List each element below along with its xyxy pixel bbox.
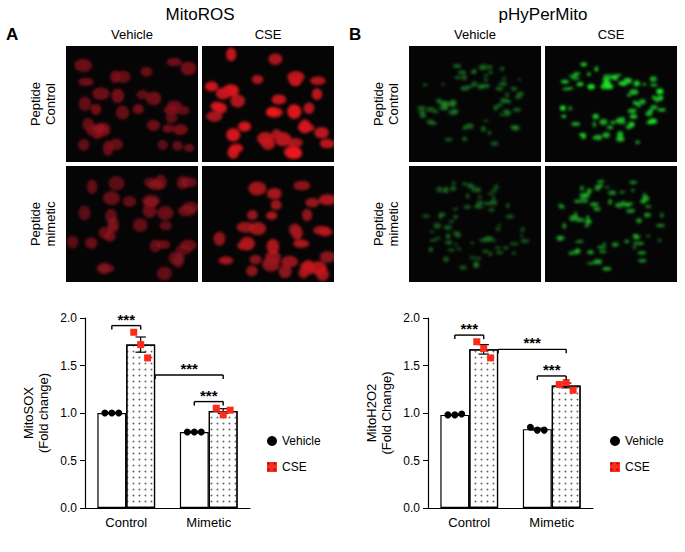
svg-text:PeptideControl: PeptideControl bbox=[371, 82, 401, 126]
svg-text:***: *** bbox=[180, 360, 198, 377]
svg-text:1.0: 1.0 bbox=[60, 406, 77, 420]
svg-text:0.0: 0.0 bbox=[403, 501, 420, 515]
svg-text:CSE: CSE bbox=[255, 27, 282, 42]
svg-text:B: B bbox=[349, 25, 361, 44]
svg-text:2.0: 2.0 bbox=[403, 311, 420, 325]
svg-text:Vehicle: Vehicle bbox=[111, 27, 153, 42]
svg-text:1.0: 1.0 bbox=[403, 406, 420, 420]
svg-text:1.5: 1.5 bbox=[60, 359, 77, 373]
svg-text:Vehicle: Vehicle bbox=[282, 434, 321, 448]
svg-text:MitoROS: MitoROS bbox=[166, 5, 235, 24]
svg-text:***: *** bbox=[523, 334, 541, 351]
svg-text:MitoSOX: MitoSOX bbox=[21, 387, 36, 439]
svg-text:Vehicle: Vehicle bbox=[625, 434, 664, 448]
svg-text:***: *** bbox=[117, 311, 135, 328]
svg-text:***: *** bbox=[543, 361, 561, 378]
svg-text:Vehicle: Vehicle bbox=[454, 27, 496, 42]
svg-text:PeptideControl: PeptideControl bbox=[28, 82, 58, 126]
svg-text:0.5: 0.5 bbox=[403, 454, 420, 468]
svg-text:***: *** bbox=[460, 320, 478, 337]
svg-text:Control: Control bbox=[105, 515, 147, 530]
svg-text:CSE: CSE bbox=[625, 460, 650, 474]
svg-text:pHyPerMito: pHyPerMito bbox=[499, 5, 588, 24]
svg-text:A: A bbox=[6, 25, 18, 44]
svg-text:(Fold change): (Fold change) bbox=[36, 373, 51, 453]
svg-text:Peptidemimetic: Peptidemimetic bbox=[28, 201, 58, 246]
svg-text:1.5: 1.5 bbox=[403, 359, 420, 373]
svg-text:CSE: CSE bbox=[598, 27, 625, 42]
svg-text:(Fold Change): (Fold Change) bbox=[379, 371, 394, 454]
svg-text:Mimetic: Mimetic bbox=[529, 515, 574, 530]
svg-text:Mimetic: Mimetic bbox=[186, 515, 231, 530]
svg-text:***: *** bbox=[200, 387, 218, 404]
svg-text:MitoH2O2: MitoH2O2 bbox=[364, 384, 379, 443]
svg-text:Control: Control bbox=[448, 515, 490, 530]
svg-text:Peptidemimetic: Peptidemimetic bbox=[371, 201, 401, 246]
svg-text:CSE: CSE bbox=[282, 460, 307, 474]
svg-text:0.5: 0.5 bbox=[60, 454, 77, 468]
svg-text:2.0: 2.0 bbox=[60, 311, 77, 325]
svg-text:0.0: 0.0 bbox=[60, 501, 77, 515]
